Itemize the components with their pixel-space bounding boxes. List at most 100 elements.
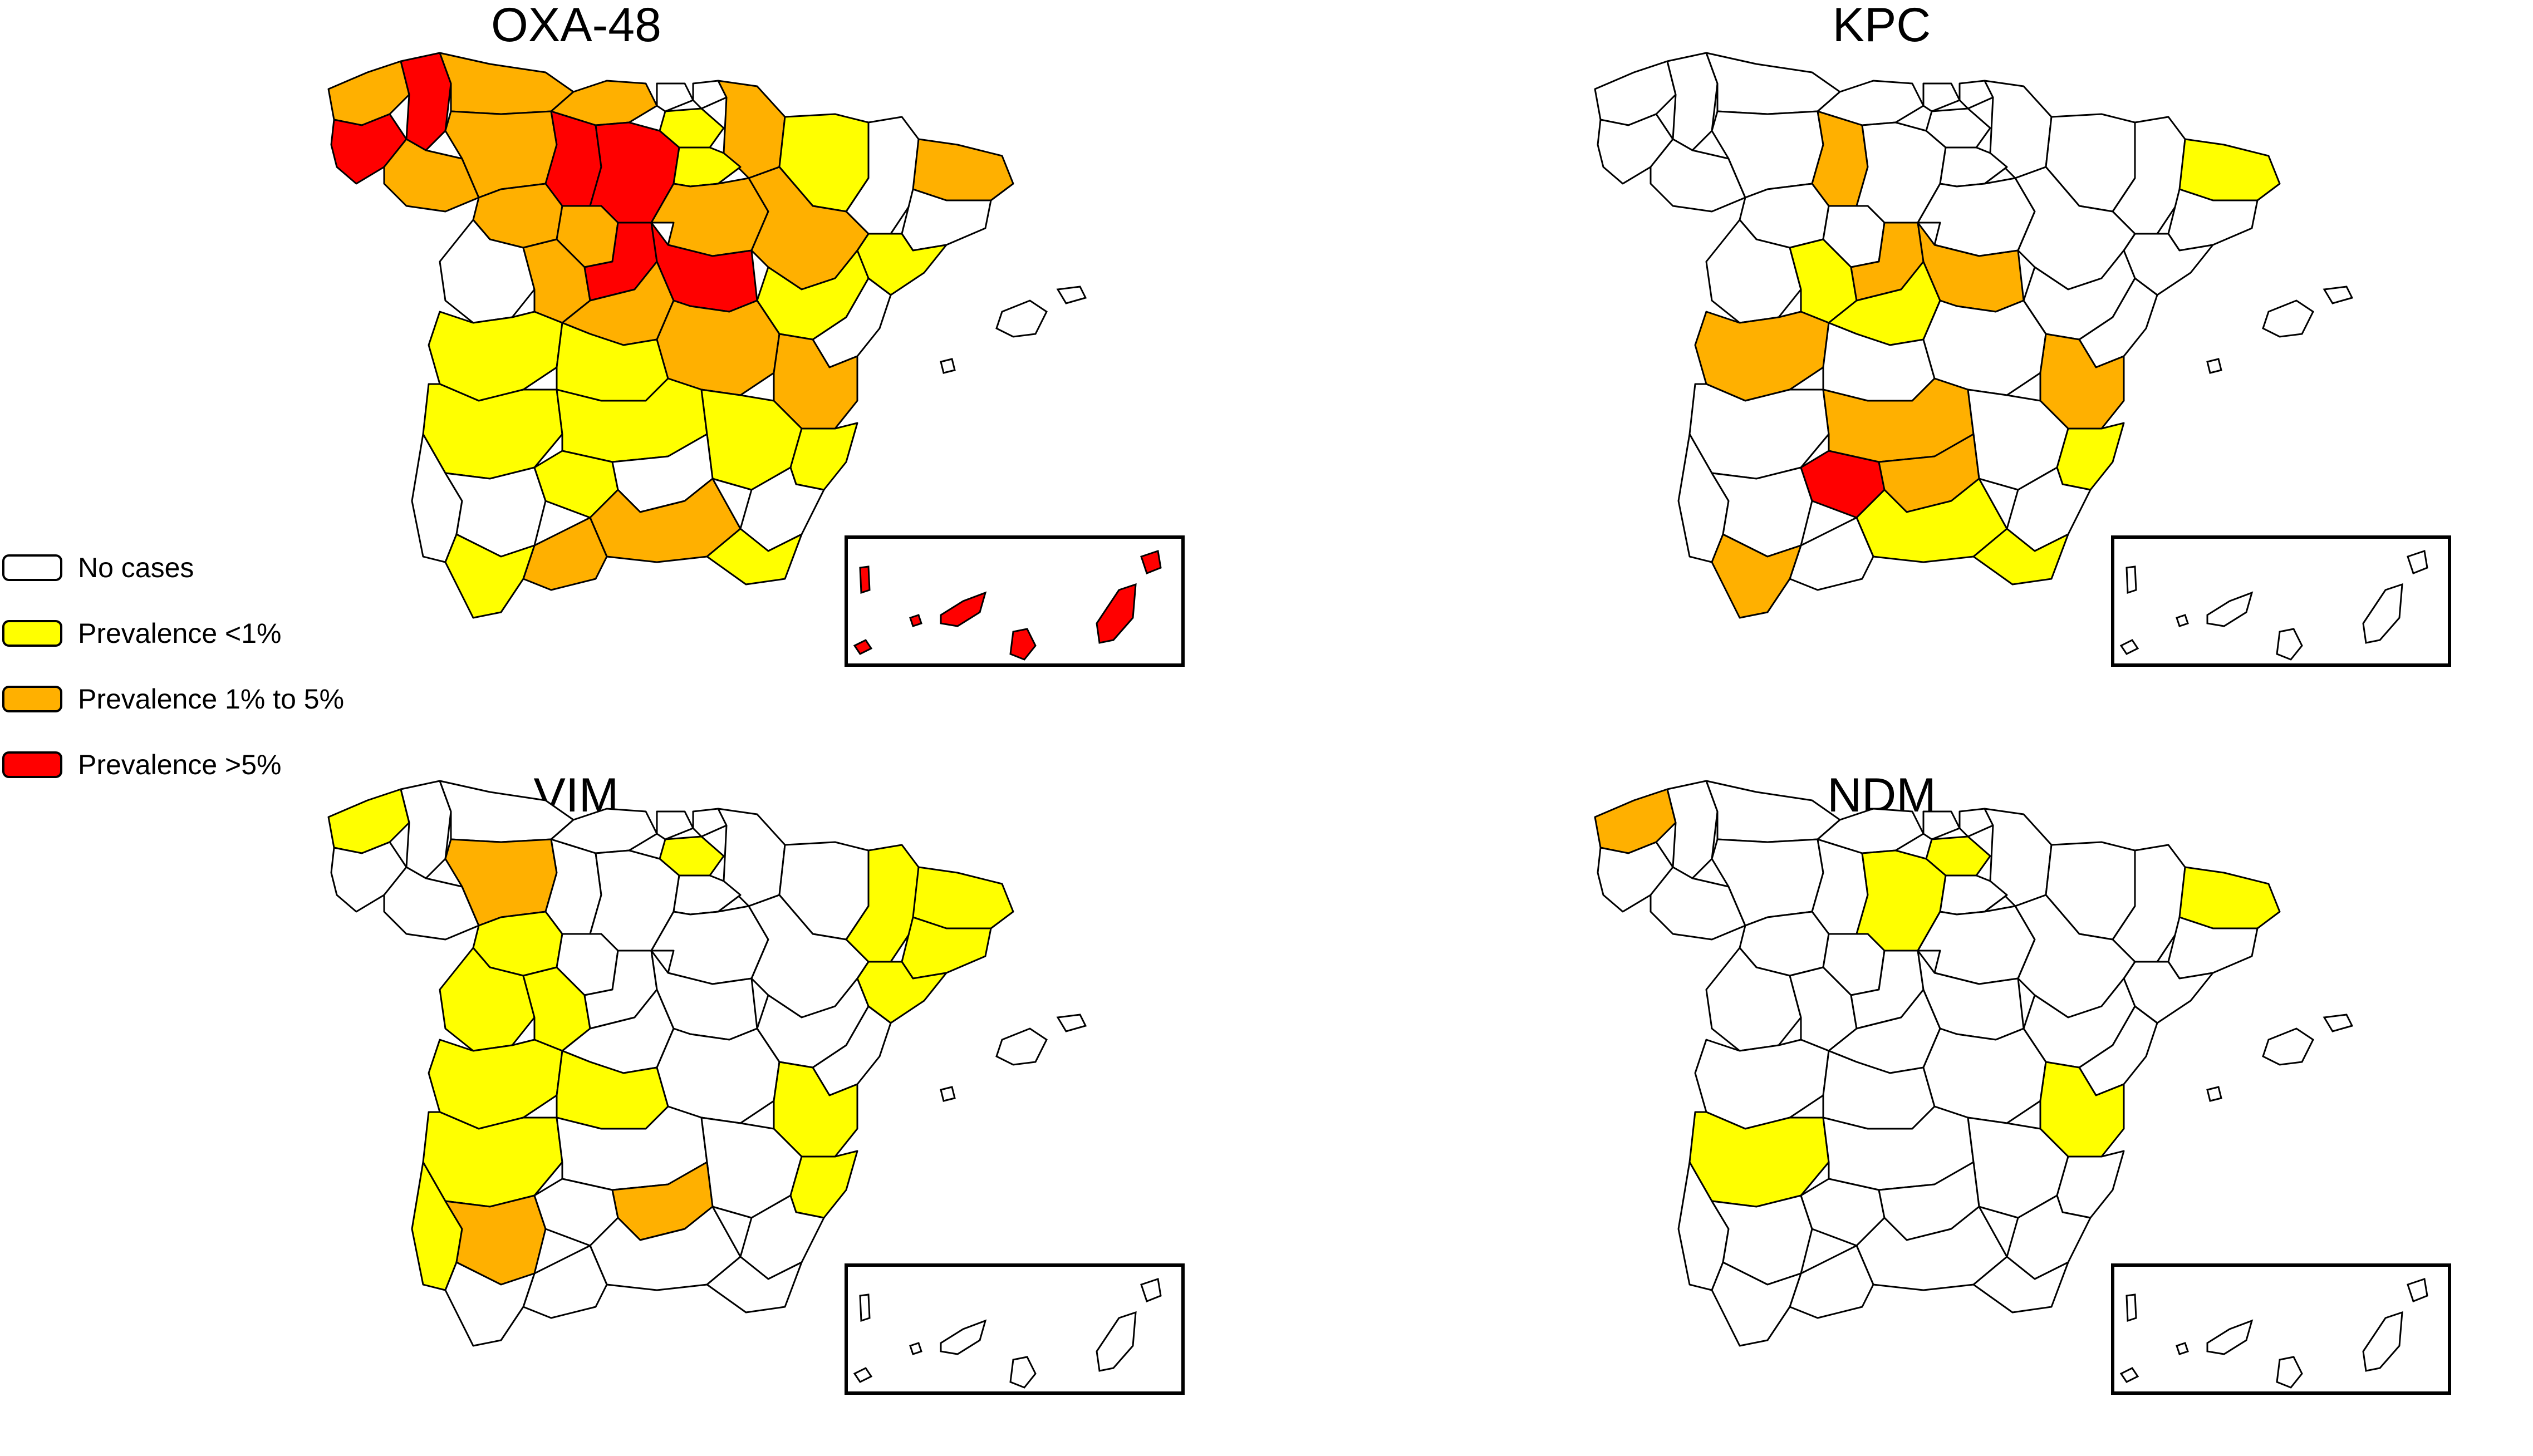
- canary-las-palmas-0: [2276, 1356, 2303, 1389]
- balearic-island-1: [1056, 286, 1087, 304]
- province-almeria: [706, 1256, 803, 1314]
- canary-santa-cruz-de-tenerife-1: [859, 1293, 871, 1322]
- canary-santa-cruz-de-tenerife-0: [2206, 1319, 2254, 1355]
- spain-map: [327, 780, 1185, 1395]
- province-lugo: [1666, 780, 1719, 879]
- canary-santa-cruz-de-tenerife-2: [853, 639, 873, 655]
- canary-santa-cruz-de-tenerife-3: [2176, 1342, 2189, 1355]
- province-palencia: [544, 110, 602, 207]
- canary-santa-cruz-de-tenerife-0: [940, 1319, 987, 1355]
- balearic-island-2: [2206, 1086, 2222, 1102]
- province-lugo: [1666, 52, 1719, 151]
- legend-swatch: [2, 686, 62, 712]
- province-asturias: [439, 52, 575, 115]
- map-panel-kpc: KPC: [1266, 0, 2533, 728]
- map-panel-vim: VIM: [0, 728, 1266, 1456]
- canary-inset-frame: [2111, 1263, 2451, 1395]
- province-alicante: [789, 1150, 858, 1219]
- balearic-island-0: [995, 299, 1048, 338]
- canary-santa-cruz-de-tenerife-3: [2176, 614, 2189, 627]
- canary-santa-cruz-de-tenerife-0: [940, 591, 987, 627]
- legend-swatch: [2, 620, 62, 647]
- province-vizcaya: [1922, 810, 1961, 840]
- province-guipuzcoa: [1958, 808, 1994, 838]
- province-girona: [912, 866, 1014, 929]
- legend-swatch: [2, 554, 62, 581]
- province-guipuzcoa: [692, 808, 728, 838]
- province-girona: [2178, 866, 2281, 929]
- legend-label: No cases: [78, 552, 194, 583]
- canary-santa-cruz-de-tenerife-1: [2125, 565, 2137, 594]
- canary-santa-cruz-de-tenerife-0: [2206, 591, 2254, 627]
- province-asturias: [439, 780, 575, 843]
- spain-map: [1594, 780, 2451, 1395]
- province-granada: [589, 478, 742, 563]
- province-valencia: [2039, 1061, 2125, 1158]
- province-lugo: [400, 52, 452, 151]
- canary-las-palmas-1: [1096, 583, 1137, 644]
- province-almeria: [1972, 1256, 2069, 1314]
- balearic-island-0: [995, 1027, 1048, 1066]
- balearic-island-0: [2262, 299, 2314, 338]
- province-palencia: [1811, 110, 1869, 207]
- canary-las-palmas-2: [2407, 1278, 2428, 1302]
- legend-label: Prevalence >5%: [78, 749, 282, 780]
- canary-santa-cruz-de-tenerife-2: [2119, 639, 2139, 655]
- balearic-island-2: [940, 358, 956, 374]
- province-lugo: [400, 780, 452, 879]
- map-panel-oxa48: OXA-48: [0, 0, 1266, 728]
- province-a-coruna: [327, 788, 410, 854]
- province-cadiz: [1711, 533, 1802, 619]
- canary-inset-frame: [2111, 535, 2451, 667]
- province-valencia: [773, 1061, 858, 1158]
- province-cadiz: [1711, 1261, 1802, 1347]
- province-valencia: [773, 333, 858, 430]
- province-palencia: [1811, 838, 1869, 935]
- province-almeria: [1972, 528, 2069, 586]
- balearic-island-1: [2323, 1014, 2354, 1032]
- legend-label: Prevalence 1% to 5%: [78, 683, 345, 715]
- province-palencia: [544, 838, 602, 935]
- map-panel-ndm: NDM: [1266, 728, 2533, 1456]
- province-valencia: [2039, 333, 2125, 430]
- canary-las-palmas-2: [1140, 550, 1162, 574]
- province-vizcaya: [1922, 82, 1961, 112]
- province-asturias: [1705, 780, 1841, 843]
- balearic-island-1: [1056, 1014, 1087, 1032]
- canary-las-palmas-0: [1009, 1356, 1037, 1389]
- canary-santa-cruz-de-tenerife-2: [853, 1367, 873, 1383]
- balearic-island-0: [2262, 1027, 2314, 1066]
- province-girona: [2178, 138, 2281, 201]
- province-alicante: [2056, 1150, 2125, 1219]
- province-cadiz: [444, 1261, 536, 1347]
- spain-map: [1594, 52, 2451, 667]
- legend-swatch: [2, 751, 62, 778]
- province-guipuzcoa: [1958, 80, 1994, 110]
- balearic-island-2: [940, 1086, 956, 1102]
- province-a-coruna: [1594, 60, 1677, 126]
- province-granada: [589, 1206, 742, 1291]
- canary-inset-frame: [845, 1263, 1185, 1395]
- canary-las-palmas-1: [2362, 1311, 2403, 1372]
- province-asturias: [1705, 52, 1841, 115]
- province-granada: [1855, 478, 2008, 563]
- province-girona: [912, 138, 1014, 201]
- map-title: OXA-48: [491, 0, 661, 52]
- canary-las-palmas-1: [2362, 583, 2403, 644]
- map-title: KPC: [1832, 0, 1931, 52]
- province-alicante: [789, 422, 858, 491]
- province-almeria: [706, 528, 803, 586]
- province-a-coruna: [327, 60, 410, 126]
- canary-santa-cruz-de-tenerife-1: [859, 565, 871, 594]
- province-a-coruna: [1594, 788, 1677, 854]
- spain-map: [327, 52, 1185, 667]
- province-alicante: [2056, 422, 2125, 491]
- province-cadiz: [444, 533, 536, 619]
- canary-santa-cruz-de-tenerife-3: [909, 1342, 922, 1355]
- legend-label: Prevalence <1%: [78, 618, 282, 649]
- canary-las-palmas-1: [1096, 1311, 1137, 1372]
- canary-las-palmas-2: [1140, 1278, 1162, 1302]
- canary-las-palmas-2: [2407, 550, 2428, 574]
- canary-inset-frame: [845, 535, 1185, 667]
- canary-las-palmas-0: [1009, 628, 1037, 661]
